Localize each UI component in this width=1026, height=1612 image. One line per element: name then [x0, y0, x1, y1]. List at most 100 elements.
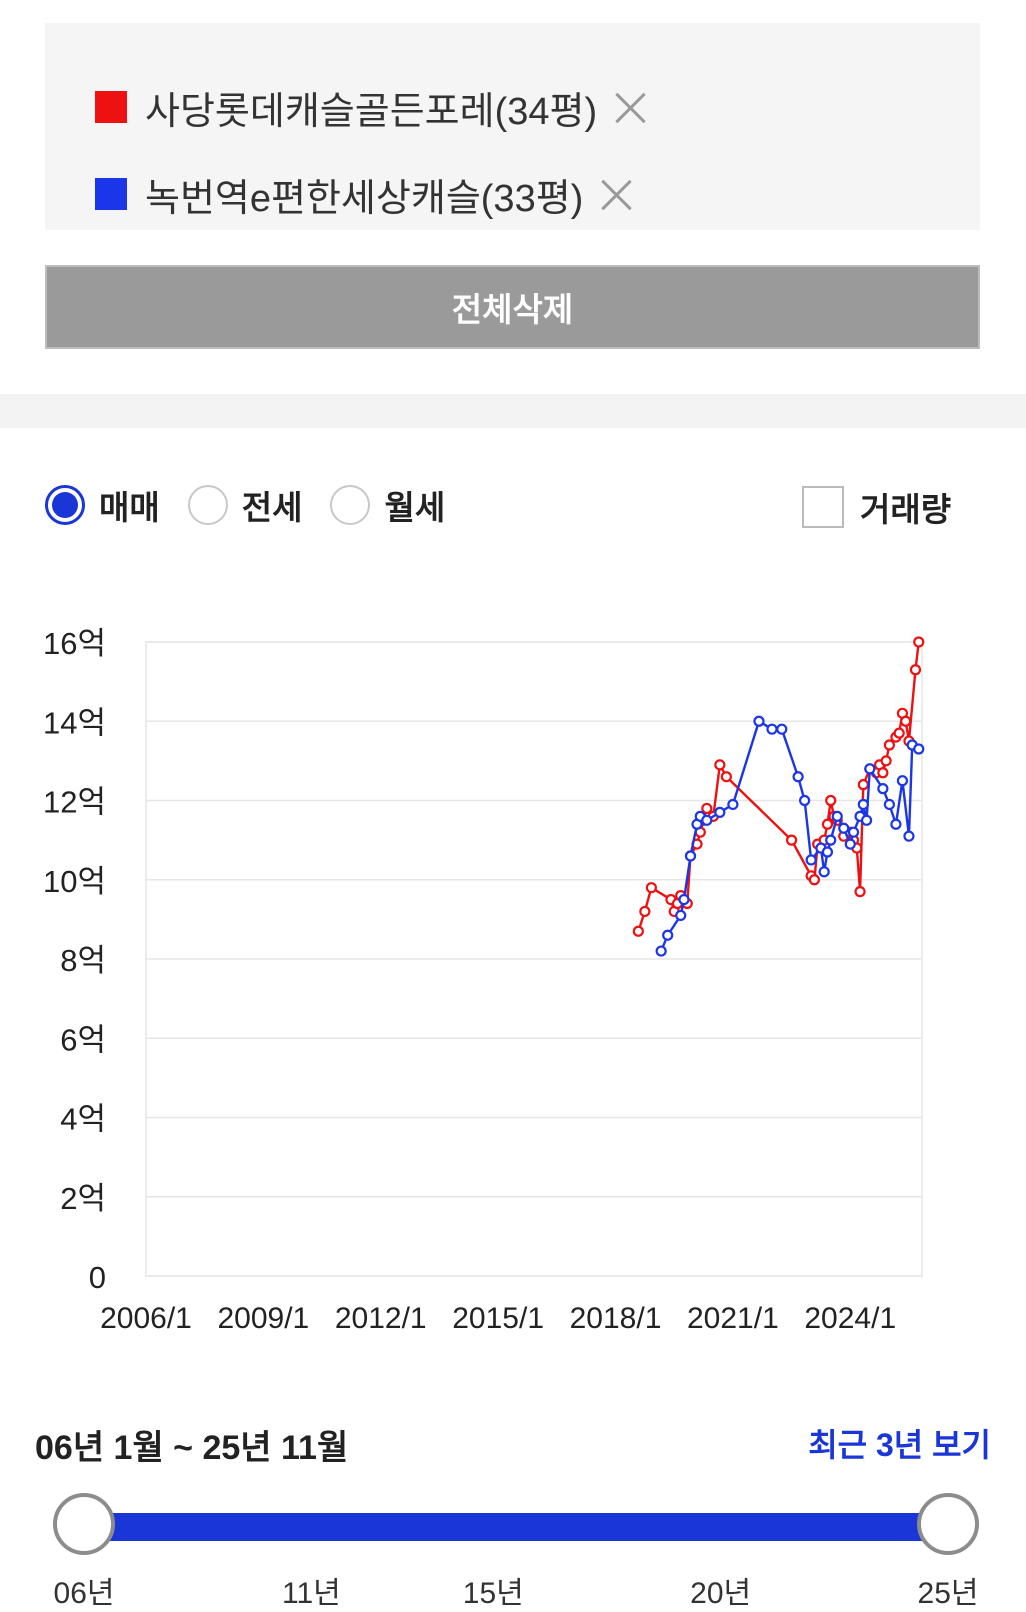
period-slider-end-handle[interactable]: [917, 1493, 979, 1555]
data-point: [860, 814, 873, 826]
data-point: [675, 909, 687, 922]
data-point: [903, 830, 915, 842]
data-point: [701, 814, 713, 826]
radio-label: 매매: [99, 489, 160, 526]
data-point: [831, 810, 843, 822]
delete-all-button[interactable]: 전체삭제: [45, 265, 980, 349]
radio-label: 전세: [241, 489, 303, 526]
data-point: [805, 854, 817, 866]
volume-label: 거래량: [860, 491, 952, 528]
data-point: [662, 929, 674, 941]
recent-3y-button[interactable]: 최근 3년 보기: [808, 1427, 991, 1463]
data-point: [799, 794, 811, 807]
x-tick-label: 2012/1: [335, 1302, 427, 1335]
compare-item-1: 사당롯데캐슬골든포레(34평): [95, 77, 649, 137]
close-icon[interactable]: [611, 88, 649, 126]
compare-item-label: 사당롯데캐슬골든포레(34평): [145, 90, 598, 133]
data-point: [913, 636, 925, 648]
data-point: [727, 798, 739, 811]
data-point: [655, 945, 667, 957]
x-tick-label: 2018/1: [570, 1302, 662, 1335]
data-point: [818, 866, 830, 878]
data-point: [877, 767, 889, 779]
data-point: [896, 775, 909, 787]
y-tick-label: 6억: [60, 1022, 106, 1057]
data-point: [844, 838, 856, 850]
slider-tick-label: 25년: [917, 1577, 979, 1610]
compare-item-label: 녹번역e편한세상캐슬(33평): [145, 177, 584, 220]
data-point: [890, 818, 902, 830]
data-point: [821, 818, 834, 830]
compare-list: 사당롯데캐슬골든포레(34평) 녹번역e편한세상캐슬(33평): [45, 23, 980, 230]
radio-icon: [330, 485, 371, 525]
volume-checkbox[interactable]: 거래량: [802, 483, 951, 531]
data-point: [864, 763, 876, 775]
data-point: [893, 727, 905, 739]
data-point: [883, 739, 895, 751]
data-point: [883, 798, 895, 811]
series-swatch-blue: [95, 178, 127, 210]
radio-option-monthly[interactable]: 월세: [330, 481, 445, 529]
y-tick-label: 10억: [43, 864, 106, 899]
data-point: [785, 834, 798, 846]
data-point: [632, 925, 644, 937]
chart-grid: [145, 641, 923, 1277]
compare-item-2: 녹번역e편한세상캐슬(33평): [95, 164, 635, 224]
radio-option-jeonse[interactable]: 전세: [187, 481, 303, 529]
data-point: [900, 715, 912, 727]
data-point: [857, 798, 869, 811]
close-icon[interactable]: [597, 175, 635, 213]
data-point: [714, 759, 726, 771]
price-chart: 0 2억 4억 6억 8억 10억 12억 14억 16억 2006/1 2009/1 2012/1 2…: [43, 626, 925, 1335]
slider-tick-label: 06년: [53, 1577, 115, 1610]
x-tick-label: 2009/1: [217, 1302, 309, 1335]
data-point: [838, 822, 850, 834]
data-point: [753, 715, 765, 727]
radio-icon: [45, 485, 85, 525]
data-point: [714, 806, 726, 818]
section-divider: [0, 394, 1026, 428]
data-point: [825, 794, 837, 807]
data-point: [880, 755, 892, 767]
data-point: [776, 723, 788, 735]
data-point: [678, 893, 690, 906]
period-slider-start-handle[interactable]: [53, 1493, 115, 1555]
y-tick-label: 14억: [43, 705, 106, 740]
chart-series: [632, 636, 925, 957]
radio-option-sale[interactable]: 매매: [45, 481, 160, 529]
x-tick-label: 2021/1: [687, 1302, 779, 1335]
radio-label: 월세: [384, 489, 446, 526]
slider-tick-label: 20년: [690, 1577, 752, 1610]
data-point: [792, 771, 804, 783]
checkbox-icon: [802, 486, 844, 528]
data-point: [877, 783, 889, 795]
slider-tick-label: 15년: [462, 1577, 524, 1610]
deal-type-radio-group: 매매 전세 월세: [45, 480, 473, 530]
x-tick-label: 2015/1: [452, 1302, 544, 1335]
data-point: [639, 905, 651, 918]
x-tick-label: 2006/1: [100, 1302, 192, 1335]
period-slider-track[interactable]: [84, 1513, 948, 1541]
x-tick-label: 2024/1: [804, 1302, 896, 1335]
data-point: [645, 882, 657, 894]
series-swatch-red: [95, 91, 127, 123]
y-tick-label: 16억: [43, 626, 106, 661]
data-point: [821, 846, 834, 858]
chart-axes: 0 2억 4억 6억 8억 10억 12억 14억 16억 2006/1 2009/1 2012/1 2…: [43, 626, 896, 1335]
data-point: [808, 874, 821, 886]
slider-tick-label: 11년: [281, 1577, 341, 1610]
data-point: [766, 723, 778, 735]
period-range-label: 06년 1월 ~ 25년 11월: [35, 1429, 349, 1467]
data-point: [720, 771, 732, 783]
data-point: [857, 779, 869, 791]
radio-icon: [187, 485, 228, 525]
y-tick-label: 8억: [60, 943, 106, 978]
data-point: [684, 850, 697, 862]
y-tick-label: 12억: [43, 785, 106, 820]
y-tick-label: 2억: [60, 1181, 106, 1216]
y-tick-label: 4억: [60, 1102, 106, 1137]
data-point: [854, 886, 866, 898]
data-point: [913, 743, 925, 755]
y-tick-label: 0: [89, 1260, 106, 1295]
data-point: [847, 826, 860, 838]
